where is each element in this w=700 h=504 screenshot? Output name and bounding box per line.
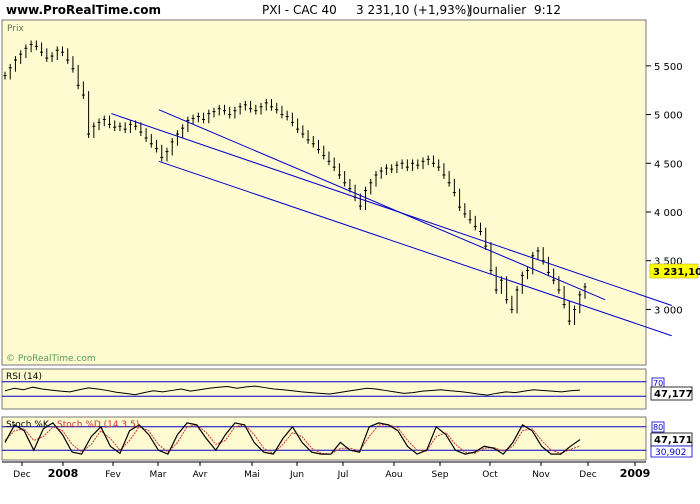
x-tick-label: Aou [385, 470, 402, 480]
x-tick-label: Avr [193, 470, 208, 480]
x-tick-label: 2009 [620, 467, 651, 480]
x-tick-label: 2008 [48, 467, 79, 480]
time-label: 9:12 [534, 3, 561, 17]
x-axis: Dec 2008 Fev Mar Avr Mai Jun Jul Aou Sep Oct Nov Dec… [2, 461, 651, 480]
period-label[interactable]: Journalier [468, 3, 526, 17]
last-price-tag [649, 263, 699, 279]
stoch-d-tag [650, 445, 693, 458]
y-tick-label: 4 500 [654, 159, 683, 170]
channel-line [111, 113, 672, 306]
y-tick-label: 5 000 [654, 111, 683, 122]
price-series [3, 40, 587, 326]
channel-line [158, 109, 606, 301]
x-tick-label: Oct [482, 470, 498, 480]
stoch-d-value: 30,902 [655, 448, 687, 458]
stoch-level-80: 80 [653, 423, 663, 432]
stoch-series [2, 422, 646, 455]
x-tick-label: Mar [150, 470, 167, 480]
x-tick-label: Mai [244, 470, 260, 480]
stoch-d-line [4, 424, 581, 455]
quote-label: 3 231,10 (+1,93%) [356, 3, 471, 17]
rsi-title: RSI (14) [6, 372, 42, 382]
x-tick-label: Dec [579, 470, 596, 480]
x-tick-label: Jun [289, 470, 304, 480]
channel-lines [111, 109, 672, 337]
x-tick-label: Sep [432, 470, 449, 480]
x-tick-label: Dec [13, 470, 30, 480]
rsi-value-tag [650, 386, 693, 401]
rsi-line [4, 385, 581, 396]
rsi-series [2, 381, 646, 397]
y-tick-label: 4 000 [654, 208, 683, 219]
x-tick-label: Fev [105, 470, 121, 480]
rsi-value: 47,177 [654, 389, 693, 400]
y-tick-label: 5 500 [654, 62, 683, 73]
rsi-level-70: 70 [653, 379, 663, 388]
stoch-title: Stoch %K [6, 420, 50, 430]
stoch-subtitle: Stoch %D (14 3 5) [57, 420, 139, 430]
stoch-level-tag [651, 421, 665, 433]
price-panel-label: Prix [7, 24, 24, 34]
last-price-value: 3 231,10 [653, 267, 700, 278]
x-tick-label: Nov [532, 470, 550, 480]
channel-line [158, 160, 672, 337]
site-label[interactable]: www.ProRealTime.com [6, 3, 161, 17]
stoch-panel[interactable] [1, 416, 647, 461]
instrument-label: PXI - CAC 40 [262, 3, 337, 17]
x-tick-label: Jul [337, 470, 349, 480]
y-tick-label: 3 500 [654, 257, 683, 268]
price-y-axis: 5 500 5 000 4 500 4 000 3 500 3 000 [646, 62, 683, 316]
price-panel[interactable] [1, 19, 647, 366]
rsi-panel[interactable] [1, 368, 647, 410]
stoch-value: 47,171 [654, 435, 693, 446]
y-tick-label: 3 000 [654, 305, 683, 316]
watermark: © ProRealTime.com [6, 354, 96, 364]
stoch-k-line [4, 422, 581, 455]
